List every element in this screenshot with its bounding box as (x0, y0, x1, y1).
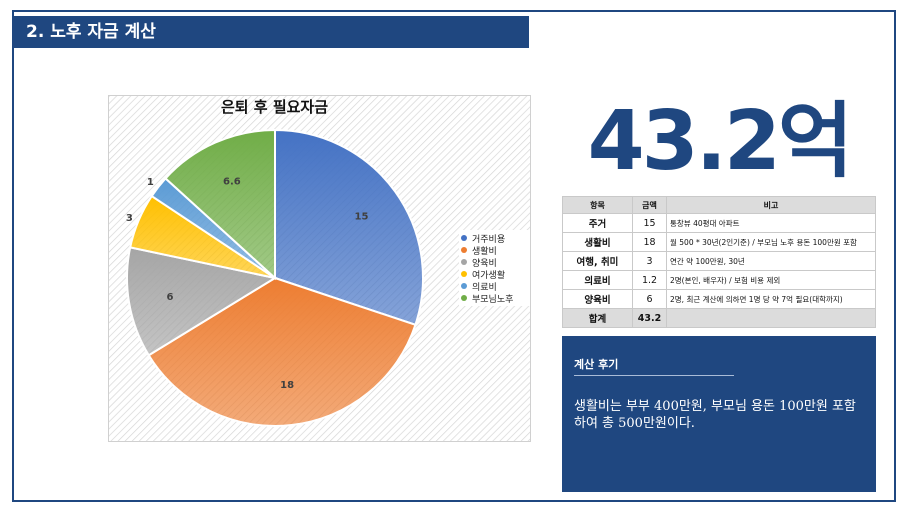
pie-slice-6 (164, 128, 276, 281)
row-amount: 1.2 (632, 270, 667, 290)
legend-swatch (461, 247, 467, 253)
table-row: 양육비 6 2명, 최근 계산에 의하면 1명 당 약 7억 필요(대학까지) (562, 289, 876, 309)
pie-slice-3 (126, 246, 278, 357)
legend-label: 양육비 (472, 258, 497, 269)
legend-item: 여가생활 (461, 268, 530, 281)
header-note: 비고 (666, 196, 876, 214)
legend-swatch (461, 259, 467, 265)
row-amount: 6 (632, 289, 667, 309)
pie-data-label: 6 (166, 292, 173, 303)
pie-data-label: 3 (126, 213, 133, 224)
table-total-row: 합계 43.2 (562, 308, 876, 328)
row-note: 2명, 최근 계산에 의하면 1명 당 약 7억 필요(대학까지) (666, 289, 876, 309)
row-amount: 15 (632, 213, 667, 233)
pie-data-label: 6.6 (223, 177, 241, 188)
row-note: 월 500 * 30년(2인기준) / 부모님 노후 용돈 100만원 포함 (666, 232, 876, 252)
row-item: 주거 (562, 213, 633, 233)
review-box: 계산 후기 생활비는 부부 400만원, 부모님 용돈 100만원 포함하여 총… (562, 336, 876, 492)
legend-label: 생활비 (472, 246, 497, 257)
row-item: 양육비 (562, 289, 633, 309)
legend-item: 부모님노후 (461, 292, 530, 305)
row-amount: 18 (632, 232, 667, 252)
row-amount: 3 (632, 251, 667, 271)
legend-swatch (461, 271, 467, 277)
row-note: 2명(본인, 배우자) / 보험 비용 제외 (666, 270, 876, 290)
legend-label: 의료비 (472, 282, 497, 293)
cost-table: 항목 금액 비고 주거 15 통창뷰 40평대 아파트 생활비 18 월 500… (562, 196, 876, 328)
pie-chart-svg: 15 18 6 3 1 6.6 (109, 96, 530, 441)
row-item: 여행, 취미 (562, 251, 633, 271)
pie-chart: 15 18 6 3 1 6.6 은퇴 후 필요자금 거주비용 생활비 양육비 여가생활 의료비 부모… (108, 95, 531, 442)
chart-legend: 거주비용 생활비 양육비 여가생활 의료비 부모님노후 (459, 230, 530, 306)
total-item: 합계 (562, 308, 633, 328)
pie-data-label: 18 (280, 380, 294, 391)
legend-swatch (461, 283, 467, 289)
pie-data-label: 1 (147, 177, 154, 188)
pie-data-label: 15 (354, 212, 368, 223)
legend-swatch (461, 295, 467, 301)
legend-item: 거주비용 (461, 232, 530, 245)
header-item: 항목 (562, 196, 633, 214)
slide-frame (12, 10, 896, 502)
table-row: 주거 15 통창뷰 40평대 아파트 (562, 213, 876, 233)
row-note: 연간 약 100만원, 30년 (666, 251, 876, 271)
review-title: 계산 후기 (574, 356, 734, 376)
table-row: 생활비 18 월 500 * 30년(2인기준) / 부모님 노후 용돈 100… (562, 232, 876, 252)
table-row: 여행, 취미 3 연간 약 100만원, 30년 (562, 251, 876, 271)
legend-item: 의료비 (461, 280, 530, 293)
legend-label: 여가생활 (472, 270, 506, 281)
total-amount-cell: 43.2 (632, 308, 667, 328)
header-amount: 금액 (632, 196, 667, 214)
legend-label: 부모님노후 (472, 294, 514, 305)
row-note: 통창뷰 40평대 아파트 (666, 213, 876, 233)
chart-title: 은퇴 후 필요자금 (220, 98, 329, 116)
legend-label: 거주비용 (472, 234, 506, 245)
section-title: 2. 노후 자금 계산 (14, 16, 529, 48)
total-amount: 43.2억 (587, 94, 854, 189)
table-row: 의료비 1.2 2명(본인, 배우자) / 보험 비용 제외 (562, 270, 876, 290)
table-header-row: 항목 금액 비고 (562, 196, 876, 214)
legend-item: 생활비 (461, 244, 530, 257)
row-item: 의료비 (562, 270, 633, 290)
total-note (666, 308, 876, 328)
pie-slice-1 (274, 128, 424, 327)
review-text: 생활비는 부부 400만원, 부모님 용돈 100만원 포함하여 총 500만원… (574, 399, 856, 431)
row-item: 생활비 (562, 232, 633, 252)
legend-swatch (461, 235, 467, 241)
legend-item: 양육비 (461, 256, 530, 269)
